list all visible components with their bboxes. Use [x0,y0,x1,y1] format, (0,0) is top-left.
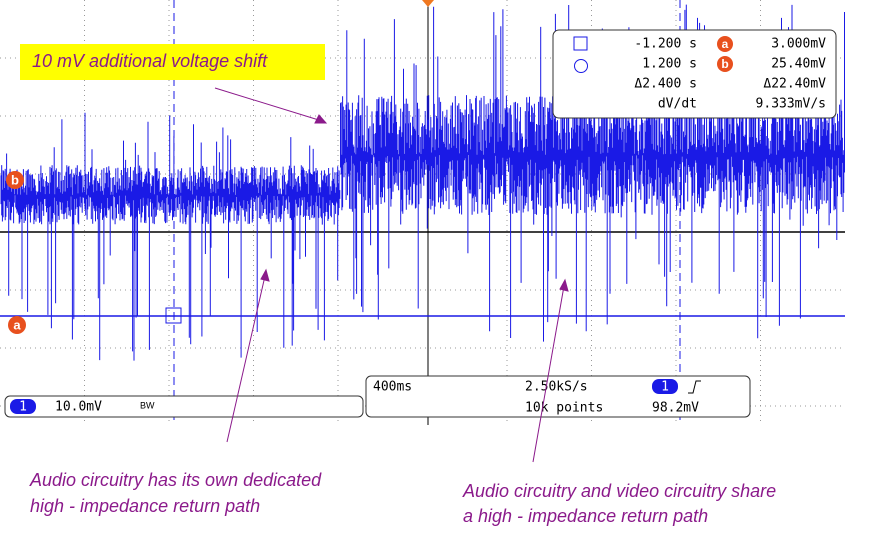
readout-marker [717,56,733,72]
arrowhead [260,268,270,282]
channel-scale: 10.0mV [55,400,102,415]
readout-value: Δ22.40mV [763,77,826,92]
trigger-level: 98.2mV [652,401,699,416]
readout-time: Δ2.400 s [634,77,697,92]
readout-value: 3.000mV [771,37,826,52]
marker-a-label: a [13,317,21,332]
annotation-right: a high - impedance return path [463,506,708,526]
bw-label: BW [140,400,155,410]
icon-square [573,36,588,51]
readout-marker-label: b [721,57,728,71]
annotation-right: Audio circuitry and video circuitry shar… [462,481,776,501]
waveform [0,4,845,361]
arrow-right [532,285,565,463]
arrowhead [314,114,328,124]
channel-number: 1 [19,400,27,415]
arrowhead [559,278,569,292]
readout: -1.200 s a 3.000mV 1.200 s b 25.40mV Δ2.400 s Δ… [634,36,826,112]
trigger-slope [688,380,701,394]
trigger-channel: 1 [661,380,669,395]
cursor-square [165,307,182,324]
trigger-badge [652,379,678,394]
readout-time: dV/dt [658,97,697,112]
callout-text: 10 mV additional voltage shift [32,51,268,71]
readout-box [552,29,837,119]
annotation-left: high - impedance return path [30,496,260,516]
readout-value: 25.40mV [771,57,826,72]
readout-value: 9.333mV/s [756,97,826,112]
arrow-left [226,275,266,443]
marker-a [8,316,26,334]
icon-circle [574,59,588,73]
channel-box [4,395,364,418]
annotation-left: Audio circuitry has its own dedicated [29,470,322,490]
readout-time: -1.200 s [634,37,697,52]
timebase: 400ms [373,380,412,395]
marker-b-label: b [11,172,19,187]
record-length: 10k points [525,401,603,416]
readout-marker [717,36,733,52]
arrows [214,87,569,463]
trigger-pos [422,0,434,7]
readout-marker-label: a [722,37,729,51]
readout-time: 1.200 s [642,57,697,72]
callout-box [20,44,325,80]
sample-rate: 2.50kS/s [525,380,588,395]
channel-badge [10,399,36,414]
arrow-shift [214,87,323,122]
marker-b [6,171,24,189]
